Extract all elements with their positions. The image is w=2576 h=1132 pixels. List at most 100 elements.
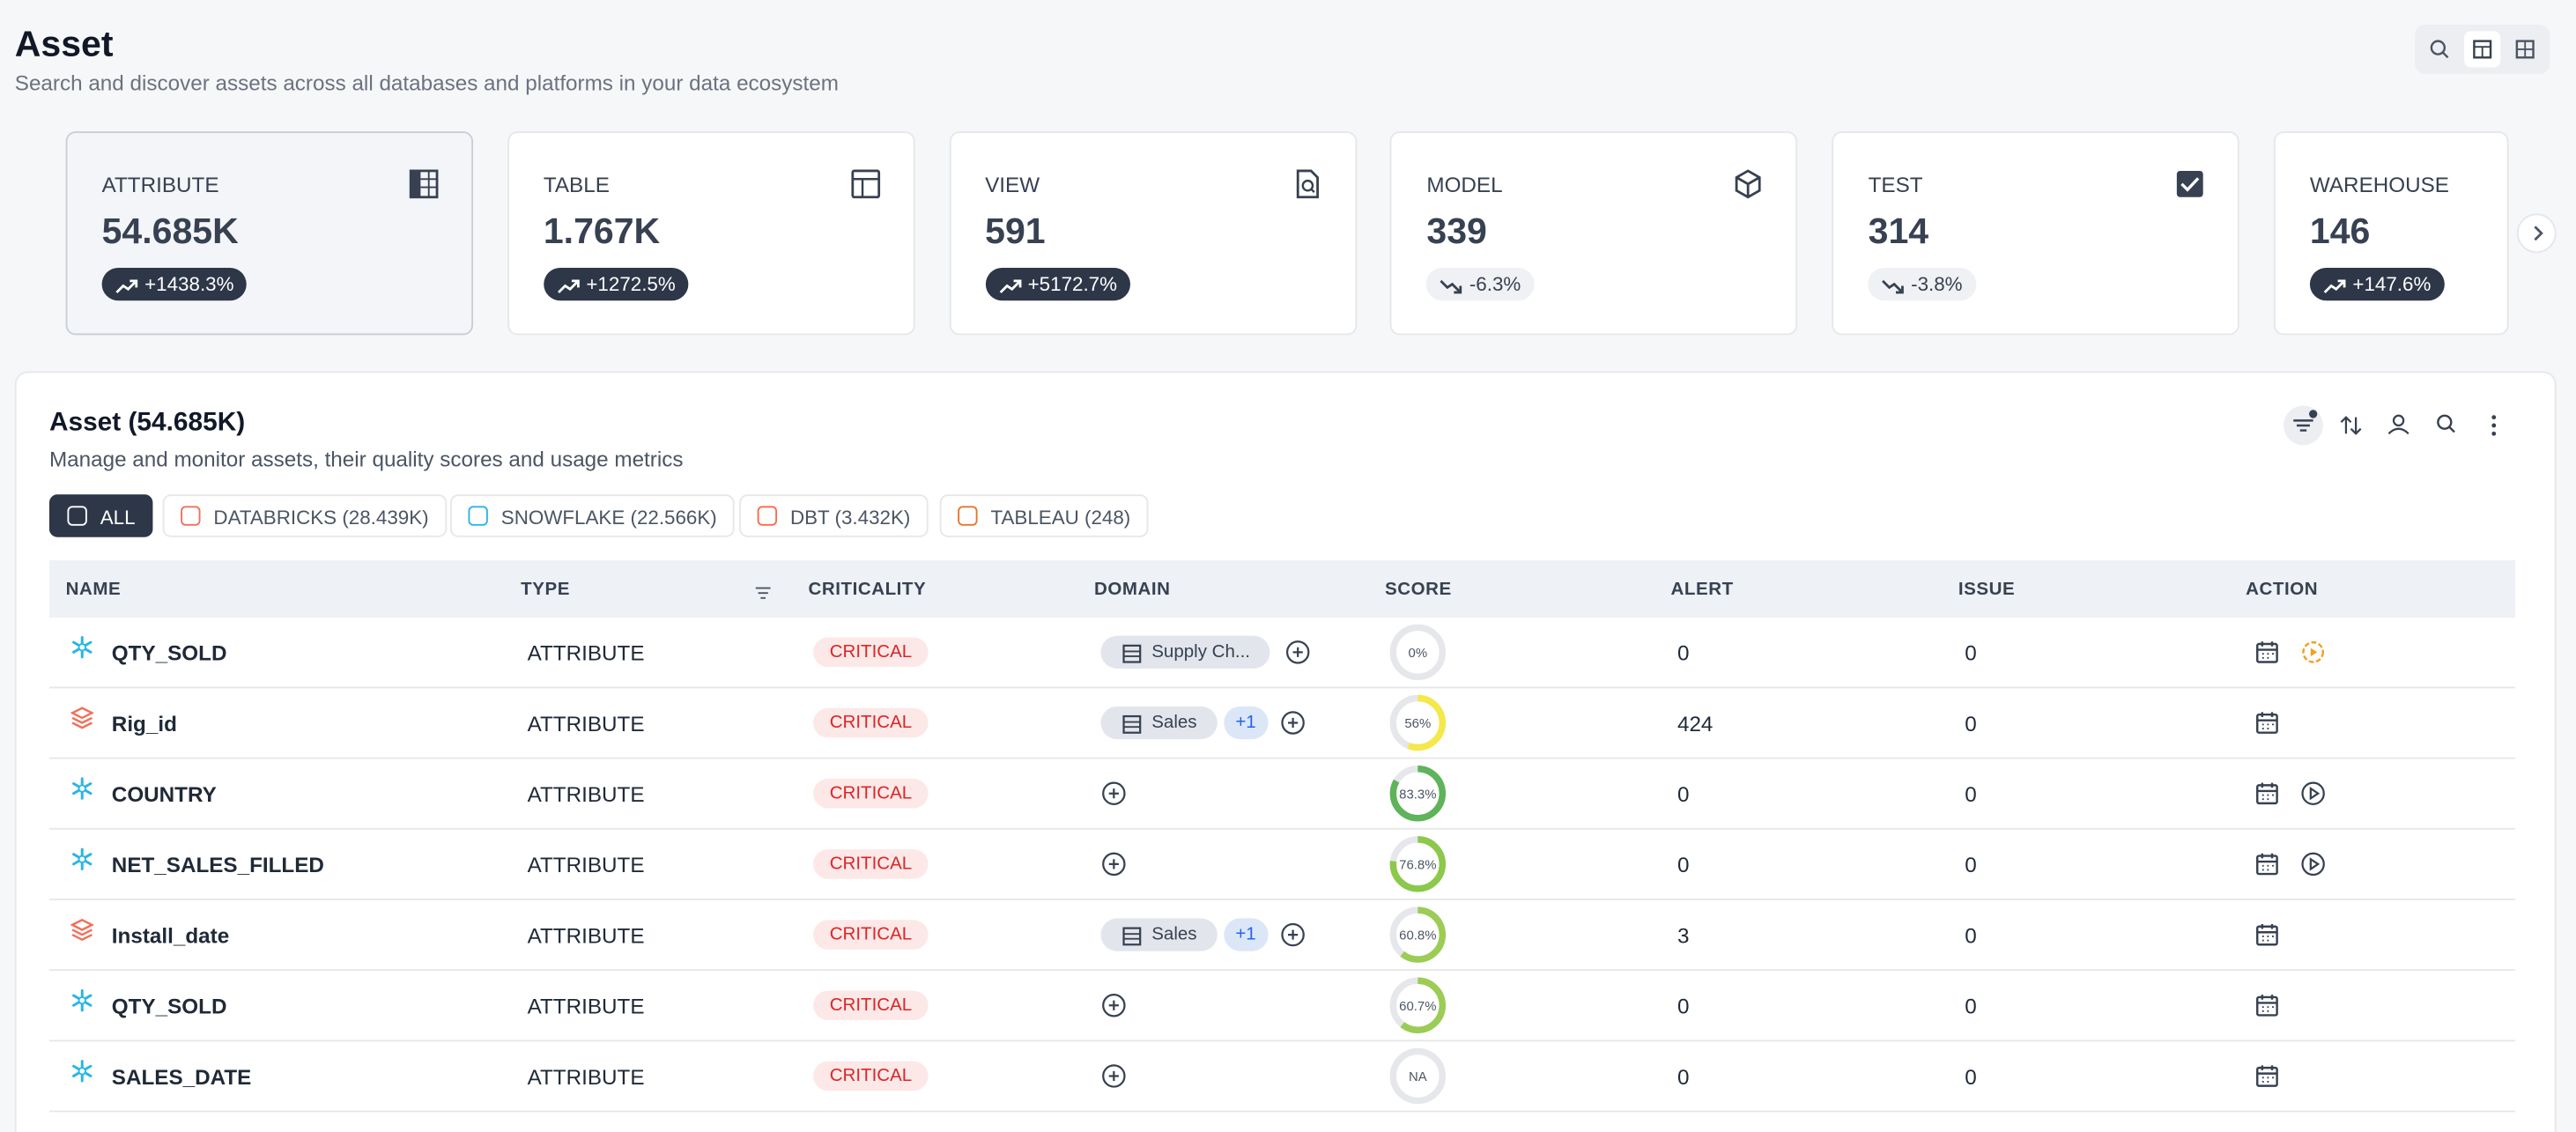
stat-card[interactable]: VIEW 591 +5172.7% [949, 131, 1357, 336]
table-row[interactable] [48, 759, 2516, 830]
filter-chip[interactable]: SNOWFLAKE (22.566K) [449, 494, 736, 537]
schedule-action[interactable] [2254, 992, 2281, 1026]
filter-chip[interactable]: ALL [48, 494, 154, 537]
add-domain[interactable] [1280, 710, 1307, 744]
trend-icon [115, 279, 138, 293]
trend-icon [2323, 279, 2346, 293]
table-row[interactable] [48, 688, 2516, 759]
alert-count: 0 [1677, 640, 1690, 666]
issue-count: 0 [1965, 923, 1977, 948]
table-row[interactable] [48, 618, 2516, 689]
domain-extra: +1 [1224, 706, 1268, 740]
asset-name[interactable]: QTY_SOLD [111, 640, 227, 666]
add-domain[interactable] [1100, 1063, 1127, 1098]
section-title: Asset (54.685K) [48, 409, 246, 438]
score-arc [1389, 906, 1447, 963]
card-value: 1.767K [543, 210, 661, 252]
asset-name[interactable]: SALES_DATE [111, 1064, 252, 1090]
run-pending[interactable] [2300, 639, 2327, 673]
score-ring: 60.7% [1389, 977, 1447, 1033]
schedule-action[interactable] [2254, 710, 2281, 744]
run-action [2301, 852, 2325, 877]
asset-name[interactable]: COUNTRY [111, 781, 217, 807]
add-domain [1281, 922, 1305, 947]
asset-name[interactable]: QTY_SOLD [111, 994, 227, 1019]
domain-icon [1122, 713, 1142, 745]
carousel-next[interactable] [2516, 213, 2557, 254]
score-ring: NA [1389, 1047, 1447, 1105]
stat-card[interactable]: ATTRIBUTE 54.685K +1438.3% [65, 131, 474, 336]
stat-card[interactable]: TABLE 1.767K +1272.5% [507, 131, 915, 336]
schedule-action [2256, 1065, 2278, 1087]
view-search[interactable] [2422, 31, 2458, 67]
column-header[interactable]: TYPE [521, 580, 570, 600]
card-label: WAREHOUSE [2309, 172, 2449, 197]
schedule-action [2256, 853, 2278, 876]
stat-card[interactable]: TEST 314 -3.8% [1832, 131, 2240, 336]
run-action[interactable] [2300, 781, 2327, 815]
source-icon [72, 847, 93, 870]
table-row[interactable] [48, 830, 2516, 900]
card-label: ATTRIBUTE [101, 172, 219, 197]
criticality-badge: CRITICAL [813, 778, 929, 809]
view-grid[interactable] [2507, 31, 2543, 67]
column-header[interactable]: NAME [65, 580, 122, 600]
schedule-action[interactable] [2254, 921, 2281, 956]
view-toggle[interactable] [2415, 24, 2550, 74]
schedule-action[interactable] [2254, 781, 2281, 815]
schedule-action [2256, 782, 2278, 805]
asset-type: ATTRIBUTE [527, 923, 645, 948]
card-label: TEST [1868, 172, 1923, 197]
filter-icon [181, 506, 201, 526]
card-icon [409, 169, 439, 207]
source-icon [72, 636, 93, 659]
schedule-action[interactable] [2254, 639, 2281, 673]
score-arc [1389, 836, 1447, 892]
add-domain[interactable] [1284, 639, 1311, 673]
card-value: 314 [1868, 210, 1929, 252]
table-row[interactable] [48, 900, 2516, 972]
add-domain[interactable] [1100, 781, 1127, 815]
stat-card[interactable]: MODEL 339 -6.3% [1390, 131, 1798, 336]
issue-count: 0 [1965, 711, 1977, 736]
card-change: -3.8% [1868, 267, 1976, 301]
table-row[interactable] [48, 971, 2516, 1042]
card-change: +147.6% [2309, 267, 2445, 301]
run-action[interactable] [2300, 851, 2327, 885]
schedule-action[interactable] [2254, 851, 2281, 885]
issue-count: 0 [1965, 1064, 1977, 1090]
filter-chip[interactable]: DATABRICKS (28.439K) [162, 494, 448, 537]
table-row[interactable] [48, 1041, 2516, 1113]
add-domain[interactable] [1100, 851, 1127, 885]
domain-icon [1122, 927, 1142, 946]
criticality-badge: CRITICAL [813, 707, 929, 738]
asset-name[interactable]: Install_date [111, 923, 230, 948]
score-label: NA [1409, 1070, 1427, 1084]
score-label: 76.8% [1399, 858, 1436, 872]
stat-card[interactable]: WAREHOUSE 146 +147.6% [2273, 131, 2509, 336]
column-header[interactable]: CRITICALITY [808, 580, 927, 600]
add-domain [1102, 994, 1126, 1017]
asset-name[interactable]: NET_SALES_FILLED [111, 852, 324, 877]
add-domain[interactable] [1100, 992, 1127, 1026]
score-label: 0% [1409, 647, 1428, 661]
view-table[interactable] [2464, 31, 2501, 68]
filter-chip[interactable]: DBT (3.432K) [739, 494, 929, 537]
filter-icon [958, 506, 978, 526]
column-header: ACTION [2246, 580, 2319, 600]
alert-count: 0 [1677, 994, 1690, 1019]
card-label: TABLE [543, 172, 610, 197]
column-header[interactable]: ALERT [1670, 580, 1734, 600]
column-header[interactable]: DOMAIN [1093, 580, 1171, 600]
add-domain[interactable] [1280, 921, 1307, 956]
table-header [48, 559, 2516, 618]
filter-chip[interactable]: TABLEAU (248) [939, 494, 1149, 537]
asset-name[interactable]: Rig_id [111, 711, 177, 736]
column-header[interactable]: ISSUE [1958, 580, 2016, 600]
source-icon [70, 988, 93, 1020]
column-header[interactable]: SCORE [1385, 580, 1452, 600]
score-label: 60.8% [1399, 929, 1436, 943]
card-icon [1296, 169, 1319, 199]
add-domain [1281, 711, 1305, 735]
schedule-action[interactable] [2254, 1063, 2281, 1098]
